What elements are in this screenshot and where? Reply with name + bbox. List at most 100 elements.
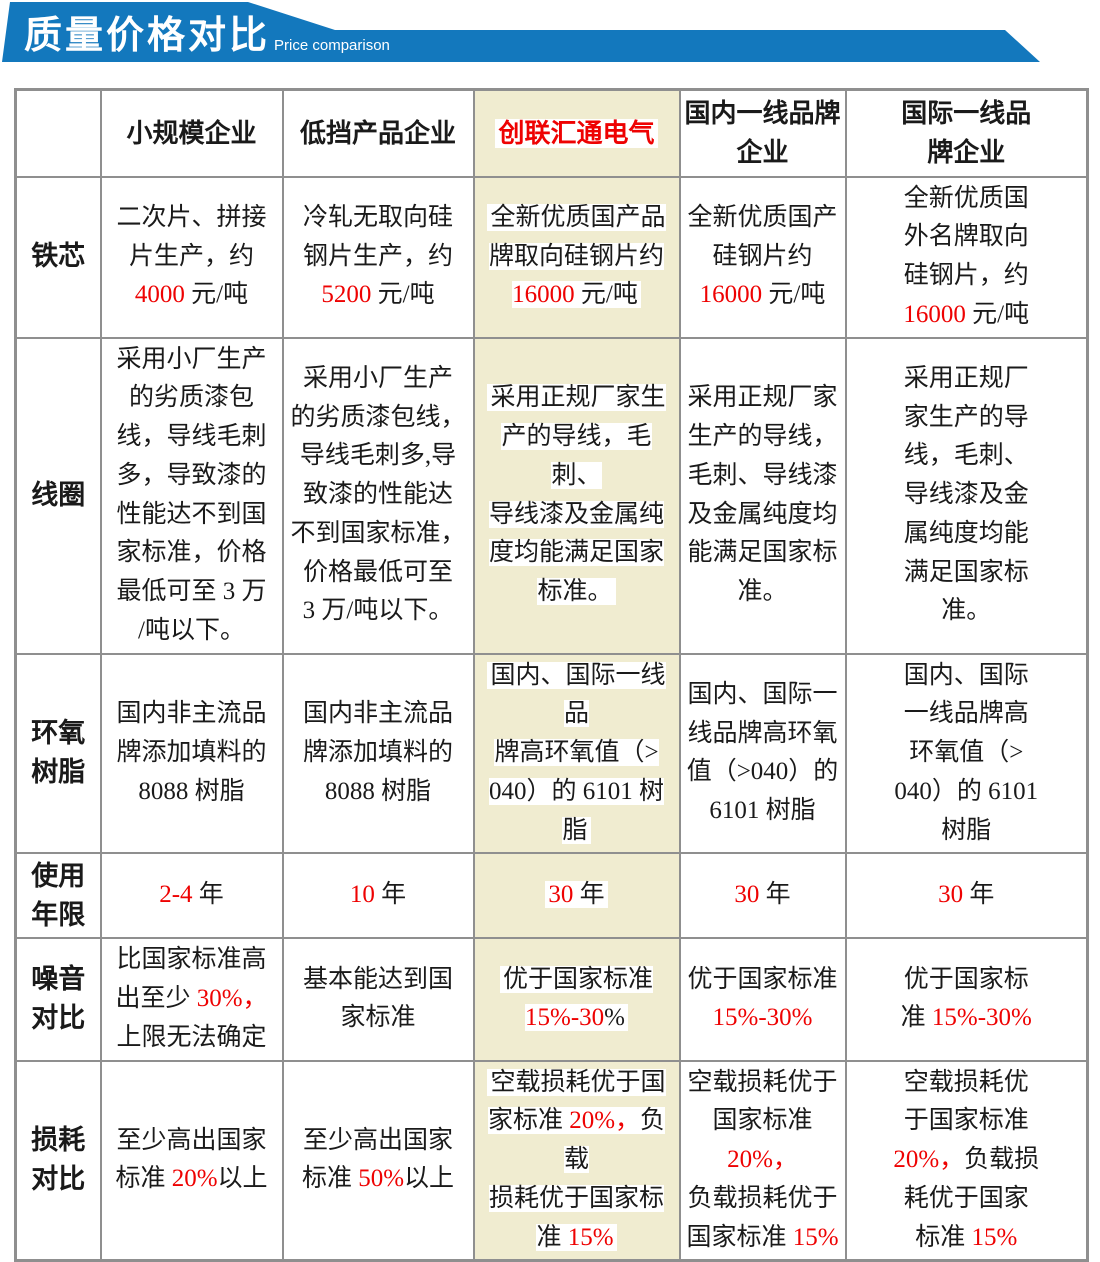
column-header-4: 国际一线品 牌企业 [844, 88, 1089, 178]
cell-value-red: 30 [734, 881, 760, 909]
cell-value-red: 10 [349, 881, 375, 909]
cell-value: 优于国家标准 [687, 965, 838, 993]
cell-value: 小规模企业 [126, 118, 257, 148]
table-row: 线圈 采用小厂生产 的劣质漆包 线，导线毛刺 多，导致漆的 性能达不到国 家标准，… [14, 336, 1089, 655]
table-cell: 采用正规厂家生 产的导线，毛刺、 导线漆及金属纯 度均能满足国家 标准。 [472, 336, 681, 655]
cell-value: 负载 损耗优于国家标 准 [488, 1107, 666, 1251]
table-cell: 采用小厂生产 的劣质漆包线， 导线毛刺多,导 致漆的性能达 不到国家标准， 价格… [281, 336, 475, 655]
cell-value: 元/吨 [574, 281, 638, 309]
cell-text: 30 年 [734, 881, 790, 908]
cell-text: 国内非主流品 牌添加填料的 8088 树脂 [116, 700, 266, 805]
cell-value: 年 [573, 881, 605, 909]
cell-text: 国内一线品牌 企业 [685, 99, 841, 167]
cell-value: 上限无法确定 [116, 1023, 267, 1051]
cell-text: 全新优质国产 硅钢片约 16000 元/吨 [687, 204, 837, 309]
cell-text: 优于国家标 准 15%-30% [901, 966, 1032, 1032]
cell-value: 年 [963, 881, 995, 909]
table-cell: 2-4 年 [99, 852, 284, 940]
cell-value: 采用正规厂家 生产的导线， 毛刺、导线漆 及金属纯度均 能满足国家标 准。 [687, 384, 838, 605]
column-header-1: 低挡产品企业 [281, 88, 475, 178]
column-header-2: 创联汇通电气 [472, 88, 681, 178]
banner-ribbon-shape [2, 2, 1040, 62]
cell-text: 至少高出国家 标准 50%以上 [302, 1127, 454, 1193]
cell-value: 元/吨 [762, 281, 826, 309]
cell-value: 至少高出国家 标准 [301, 1126, 453, 1193]
highlighted-cell-text: 30 年 [545, 881, 608, 909]
table-cell: 空载损耗优 于国家标准 20%，负载损 耗优于国家 标准 15% [844, 1059, 1089, 1262]
cell-value-red: 5200 [321, 281, 372, 309]
table-cell: 至少高出国家 标准 20%以上 [99, 1059, 284, 1262]
column-header-0: 小规模企业 [99, 88, 284, 178]
table-cell: 二次片、拼接 片生产，约 4000 元/吨 [99, 175, 284, 339]
cell-text: 国内、国际一 线品牌高环氧 值（>040）的 6101 树脂 [687, 681, 839, 824]
cell-value: 采用小厂生产 的劣质漆包 线，导线毛刺 多，导致漆的 性能达不到国 家标准，价格… [116, 345, 267, 644]
cell-text: 基本能达到国 家标准 [303, 966, 453, 1032]
cell-text: 优于国家标准 15%-30% [687, 966, 837, 1032]
table-row: 铁芯 二次片、拼接 片生产，约 4000 元/吨 冷轧无取向硅 钢片生产，约 520… [14, 175, 1089, 339]
cell-value: 采用正规厂家生 产的导线，毛刺、 导线漆及金属纯 度均能满足国家 标准。 [488, 384, 666, 605]
table-row: 环氧 树脂 国内非主流品 牌添加填料的 8088 树脂 国内非主流品 牌添加填料的 … [14, 652, 1089, 855]
cell-value-red: 30 [938, 881, 964, 909]
cell-value: 采用小厂生产 的劣质漆包线， 导线毛刺多,导 致漆的性能达 不到国家标准， 价格… [290, 364, 466, 625]
cell-value: 空载损耗优于 国家标准 [687, 1068, 838, 1135]
comparison-table-body: 铁芯 二次片、拼接 片生产，约 4000 元/吨 冷轧无取向硅 钢片生产，约 520… [14, 175, 1089, 1262]
cell-value: 国内、国际一 线品牌高环氧 值（>040）的 6101 树脂 [686, 680, 839, 825]
cell-value: 以上 [217, 1165, 268, 1193]
cell-text: 国际一线品 牌企业 [901, 99, 1031, 167]
cell-value: 国际一线品 牌企业 [901, 99, 1032, 168]
cell-value-red: 4000 [134, 281, 185, 309]
cell-text: 2-4 年 [159, 881, 224, 908]
table-cell: 优于国家标准 15%-30% [472, 937, 681, 1062]
table-cell: 国内非主流品 牌添加填料的 8088 树脂 [99, 652, 284, 855]
table-cell: 比国家标准高 出至少 30%， 上限无法确定 [99, 937, 284, 1062]
column-header-3: 国内一线品牌 企业 [678, 88, 847, 178]
cell-text: 采用小厂生产 的劣质漆包 线，导线毛刺 多，导致漆的 性能达不到国 家标准，价格… [116, 346, 266, 644]
table-cell: 采用正规厂 家生产的导 线，毛刺、 导线漆及金 属纯度均能 满足国家标 准。 [844, 336, 1089, 655]
comparison-table-head: 小规模企业 低挡产品企业 创联汇通电气 国内一线品牌 企业 国际一线品 牌企业 [14, 88, 1089, 178]
cell-text: 空载损耗优 于国家标准 20%，负载损 耗优于国家 标准 15% [893, 1069, 1039, 1251]
highlighted-cell-text: 优于国家标准 15%-30% [499, 965, 653, 1032]
cell-value: 空载损耗优于国 家标准 [487, 1068, 666, 1135]
cell-value: 国内非主流品 牌添加填料的 8088 树脂 [116, 700, 267, 805]
cell-text: 二次片、拼接 片生产，约 4000 元/吨 [116, 204, 266, 309]
table-row: 噪音 对比 比国家标准高 出至少 30%， 上限无法确定 基本能达到国 家标准 优于国… [14, 937, 1089, 1062]
cell-value: 国内非主流品 牌添加填料的 8088 树脂 [302, 700, 453, 805]
cell-value-red: 15% [792, 1223, 839, 1251]
table-cell: 优于国家标 准 15%-30% [844, 937, 1089, 1062]
cell-text: 空载损耗优于 国家标准 20%， 负载损耗优于 国家标准 15% [686, 1069, 838, 1251]
table-cell: 至少高出国家 标准 50%以上 [281, 1059, 475, 1262]
table-cell: 采用小厂生产 的劣质漆包 线，导线毛刺 多，导致漆的 性能达不到国 家标准，价格… [99, 336, 284, 655]
cell-text: 采用小厂生产 的劣质漆包线， 导线毛刺多,导 致漆的性能达 不到国家标准， 价格… [290, 365, 465, 625]
cell-value: % [604, 1004, 625, 1032]
highlighted-cell-text: 采用正规厂家生 产的导线，毛刺、 导线漆及金属纯 度均能满足国家 标准。 [487, 384, 666, 605]
cell-value: 元/吨 [371, 281, 435, 309]
row-label: 线圈 [14, 336, 102, 655]
cell-value: 元/吨 [965, 300, 1030, 328]
cell-value: 国内一线品牌 企业 [684, 99, 841, 168]
table-cell: 空载损耗优于 国家标准 20%， 负载损耗优于 国家标准 15% [678, 1059, 847, 1262]
table-cell: 10 年 [281, 852, 475, 940]
cell-value: 至少高出国家 标准 [115, 1126, 267, 1193]
cell-value: 国内、国际 一线品牌高 环氧值（> 040）的 6101 树脂 [894, 661, 1039, 844]
cell-value-red: 16000 [903, 300, 966, 328]
cell-text: 全新优质国 外名牌取向 硅钢片，约 16000 元/吨 [903, 185, 1029, 328]
table-cell: 30 年 [678, 852, 847, 940]
corner-cell [14, 88, 102, 178]
table-cell: 优于国家标准 15%-30% [678, 937, 847, 1062]
cell-value-red: 2-4 [159, 881, 193, 909]
row-label: 铁芯 [14, 175, 102, 339]
cell-text: 低挡产品企业 [300, 119, 456, 148]
cell-text: 国内非主流品 牌添加填料的 8088 树脂 [303, 700, 453, 805]
cell-value: 基本能达到国 家标准 [302, 965, 453, 1032]
table-cell: 全新优质国产品 牌取向硅钢片约 16000 元/吨 [472, 175, 681, 339]
cell-value-red: 50% [358, 1165, 405, 1193]
cell-text: 小规模企业 [126, 119, 256, 148]
cell-value-red: 20% [171, 1165, 218, 1193]
table-cell: 30 年 [472, 852, 681, 940]
table-cell: 全新优质国产 硅钢片约 16000 元/吨 [678, 175, 847, 339]
cell-value: 全新优质国 外名牌取向 硅钢片，约 [903, 184, 1029, 290]
banner: 质量价格对比 Price comparison [0, 0, 1100, 66]
cell-value: 采用正规厂 家生产的导 线，毛刺、 导线漆及金 属纯度均能 满足国家标 准。 [903, 364, 1029, 625]
cell-value: 以上 [404, 1165, 455, 1193]
cell-value-red: 20%， [569, 1107, 641, 1135]
